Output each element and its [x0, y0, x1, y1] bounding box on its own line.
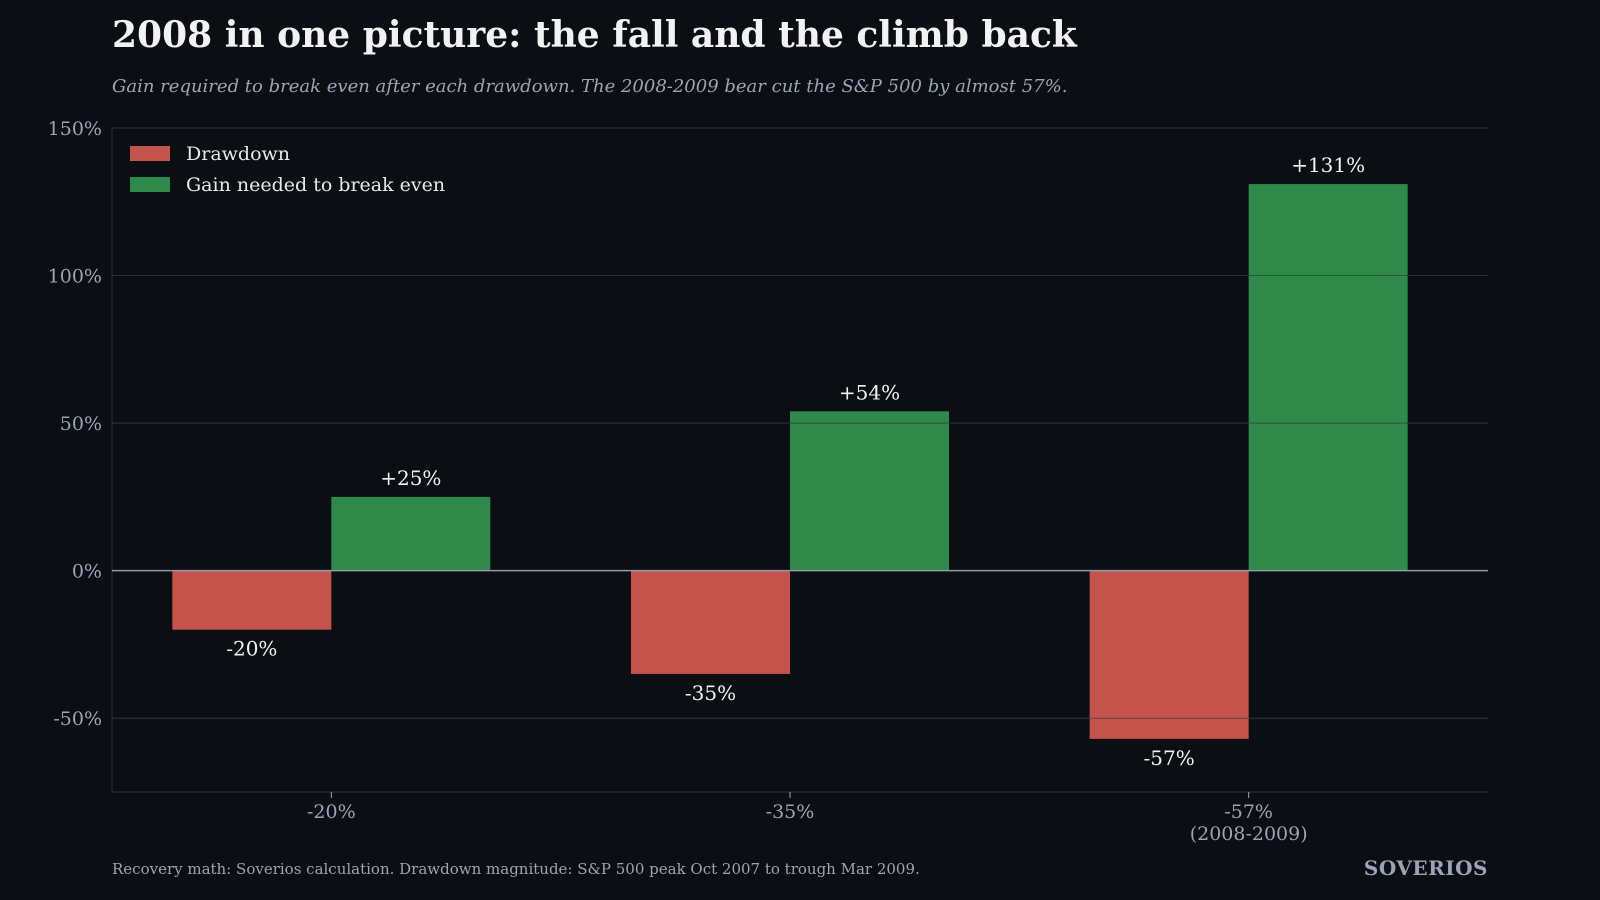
- gain-bar: [331, 496, 491, 571]
- drawdown-data-label: -20%: [226, 637, 277, 661]
- gain-bar: [1248, 184, 1408, 571]
- drawdown-bar: [172, 570, 332, 630]
- x-tick-label: (2008-2009): [1190, 823, 1308, 845]
- y-tick-label: 100%: [48, 266, 102, 288]
- y-tick-label: 150%: [48, 118, 102, 140]
- gain-data-label: +25%: [380, 466, 441, 490]
- gain-data-label: +131%: [1291, 153, 1365, 177]
- drawdown-data-label: -35%: [685, 681, 736, 705]
- source-note: Recovery math: Soverios calculation. Dra…: [112, 860, 920, 878]
- x-tick-label: -35%: [766, 801, 815, 823]
- legend-label: Gain needed to break even: [186, 174, 445, 196]
- legend-label: Drawdown: [186, 143, 290, 165]
- chart-subtitle: Gain required to break even after each d…: [112, 76, 1068, 97]
- drawdown-bar: [631, 570, 790, 674]
- x-tick-label: -57%: [1224, 801, 1273, 823]
- y-tick-label: -50%: [53, 708, 102, 730]
- legend-swatch: [130, 146, 170, 161]
- y-tick-label: 0%: [72, 561, 102, 583]
- brand-logo: SOVERIOS: [1363, 856, 1488, 880]
- gain-bar: [790, 411, 949, 571]
- gain-data-label: +54%: [839, 380, 900, 404]
- chart-title: 2008 in one picture: the fall and the cl…: [112, 14, 1077, 56]
- x-tick-label: -20%: [307, 801, 356, 823]
- legend-swatch: [130, 177, 170, 192]
- drawdown-data-label: -57%: [1144, 746, 1195, 770]
- drawdown-bar: [1089, 570, 1249, 739]
- y-tick-label: 50%: [60, 413, 102, 435]
